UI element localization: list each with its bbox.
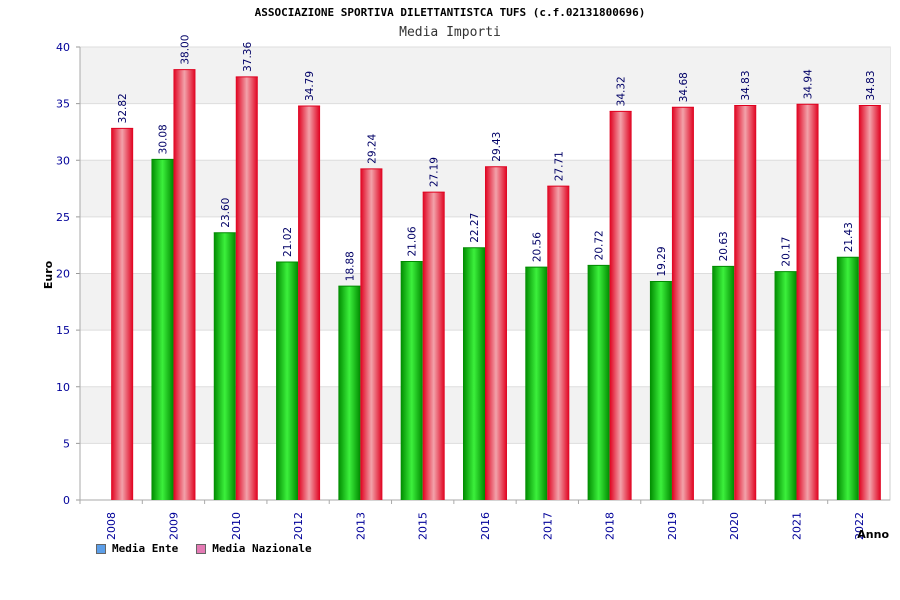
y-tick-label: 40 bbox=[56, 41, 70, 54]
x-tick-label: 2012 bbox=[292, 512, 305, 540]
legend-label-nazionale: Media Nazionale bbox=[212, 542, 312, 555]
x-tick-label: 2013 bbox=[354, 512, 367, 540]
value-label-ente: 18.88 bbox=[344, 251, 356, 281]
value-label-ente: 22.27 bbox=[469, 213, 481, 243]
bar-nazionale bbox=[422, 192, 445, 501]
value-label-nazionale: 34.83 bbox=[865, 70, 877, 100]
bar-nazionale bbox=[796, 104, 819, 500]
x-tick-label: 2018 bbox=[604, 512, 617, 540]
chart-title: ASSOCIAZIONE SPORTIVA DILETTANTISTCA TUF… bbox=[254, 6, 646, 19]
value-label-ente: 20.56 bbox=[531, 232, 543, 262]
bar-nazionale bbox=[360, 168, 383, 500]
value-label-ente: 21.02 bbox=[282, 227, 294, 257]
grid-band bbox=[80, 47, 890, 104]
bar-ente bbox=[338, 286, 361, 500]
value-label-nazionale: 34.68 bbox=[678, 72, 690, 102]
y-tick-label: 5 bbox=[63, 437, 70, 450]
y-tick-label: 0 bbox=[63, 494, 70, 507]
value-label-nazionale: 34.79 bbox=[304, 71, 316, 101]
y-tick-label: 20 bbox=[56, 268, 70, 281]
legend-item-ente: Media Ente bbox=[96, 542, 178, 555]
bar-ente bbox=[151, 159, 174, 500]
bar-ente bbox=[649, 281, 672, 500]
y-tick-label: 30 bbox=[56, 154, 70, 167]
value-label-nazionale: 34.32 bbox=[616, 76, 628, 106]
value-label-ente: 20.72 bbox=[594, 230, 606, 260]
x-tick-label: 2019 bbox=[666, 512, 679, 540]
bar-ente bbox=[213, 232, 236, 501]
bar-nazionale bbox=[235, 76, 258, 500]
legend-swatch-ente bbox=[96, 543, 106, 554]
value-label-ente: 20.63 bbox=[718, 231, 730, 261]
x-tick-label: 2021 bbox=[791, 512, 804, 540]
x-tick-label: 2017 bbox=[541, 512, 554, 540]
bar-nazionale bbox=[609, 111, 632, 501]
bar-ente bbox=[463, 247, 485, 500]
y-tick-label: 25 bbox=[56, 211, 70, 224]
bar-nazionale bbox=[671, 107, 694, 501]
value-label-ente: 19.29 bbox=[656, 246, 668, 276]
bar-nazionale bbox=[298, 106, 321, 501]
x-tick-label: 2009 bbox=[167, 512, 180, 540]
x-tick-label: 2015 bbox=[417, 512, 430, 540]
legend-item-nazionale: Media Nazionale bbox=[196, 542, 312, 555]
y-tick-label: 15 bbox=[56, 324, 70, 337]
bar-nazionale bbox=[734, 105, 757, 501]
value-label-ente: 21.43 bbox=[843, 222, 855, 252]
y-tick-label: 35 bbox=[56, 98, 70, 111]
value-label-nazionale: 29.24 bbox=[366, 133, 378, 163]
value-label-nazionale: 34.94 bbox=[803, 69, 815, 99]
bar-nazionale bbox=[547, 186, 570, 500]
legend: Media Ente Media Nazionale bbox=[96, 542, 312, 555]
y-tick-label: 10 bbox=[56, 381, 70, 394]
chart-subtitle: Media Importi bbox=[399, 25, 501, 40]
x-tick-label: 2010 bbox=[230, 512, 243, 540]
value-label-nazionale: 32.82 bbox=[117, 93, 129, 123]
value-label-nazionale: 27.19 bbox=[429, 157, 441, 187]
bar-nazionale bbox=[858, 105, 881, 501]
bar-ente bbox=[836, 257, 859, 500]
bar-ente bbox=[587, 265, 610, 500]
bar-nazionale bbox=[173, 69, 196, 501]
value-label-nazionale: 37.36 bbox=[242, 42, 254, 72]
x-axis-title: Anno bbox=[857, 528, 889, 541]
x-tick-label: 2020 bbox=[728, 512, 741, 540]
bar-ente bbox=[712, 266, 735, 500]
value-label-nazionale: 38.00 bbox=[179, 35, 191, 65]
value-label-nazionale: 34.83 bbox=[740, 70, 752, 100]
bar-ente bbox=[525, 267, 548, 500]
value-label-ente: 21.06 bbox=[407, 226, 419, 256]
legend-label-ente: Media Ente bbox=[112, 542, 179, 555]
bar-nazionale bbox=[485, 166, 507, 500]
y-axis-title: Euro bbox=[42, 260, 55, 289]
bar-ente bbox=[400, 261, 423, 500]
bar-ente bbox=[276, 261, 299, 500]
value-label-ente: 23.60 bbox=[220, 198, 232, 228]
value-label-ente: 20.17 bbox=[781, 237, 793, 267]
value-label-nazionale: 27.71 bbox=[553, 151, 565, 181]
x-tick-label: 2022 bbox=[853, 512, 866, 540]
value-label-ente: 30.08 bbox=[157, 124, 169, 154]
x-tick-label: 2016 bbox=[479, 512, 492, 540]
bar-nazionale bbox=[111, 128, 134, 500]
value-label-nazionale: 29.43 bbox=[491, 132, 503, 162]
legend-swatch-nazionale bbox=[196, 543, 207, 554]
bar-ente bbox=[774, 271, 797, 500]
x-tick-label: 2008 bbox=[105, 512, 118, 540]
